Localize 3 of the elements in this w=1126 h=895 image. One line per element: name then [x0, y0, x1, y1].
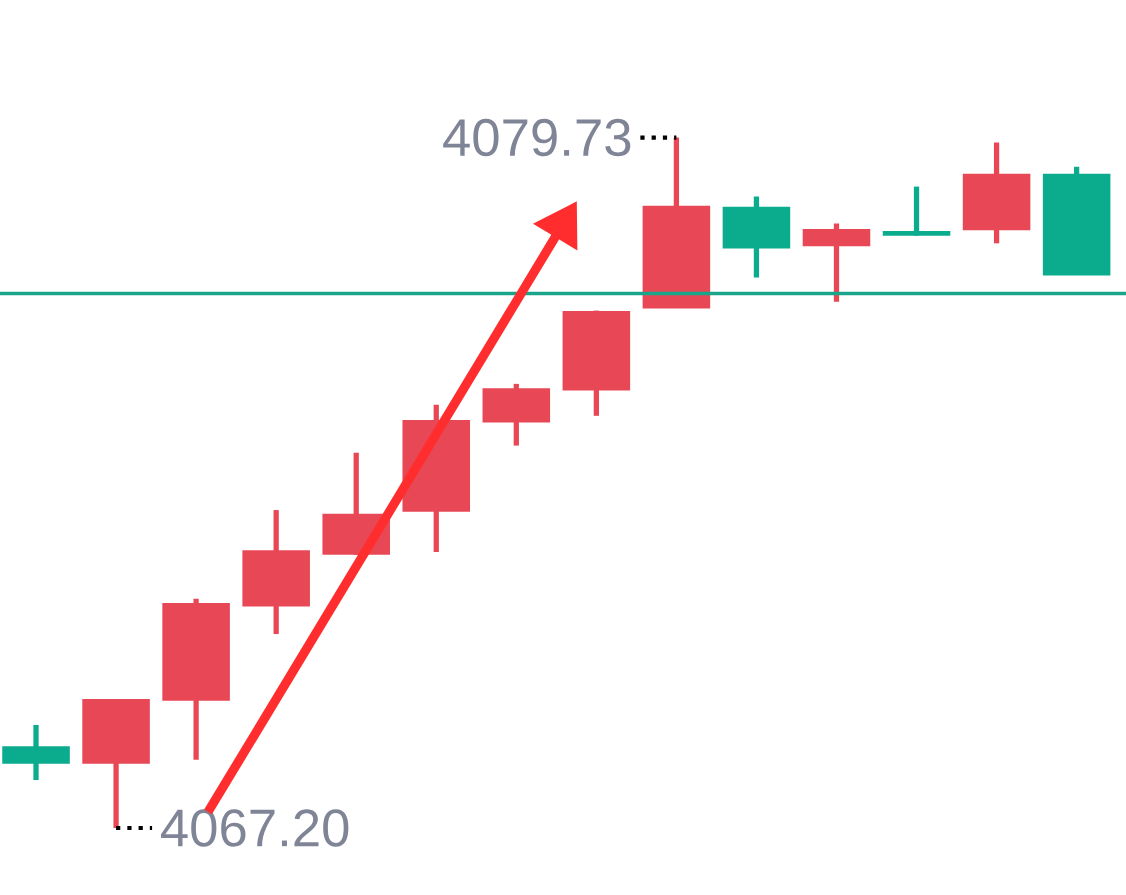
annotation: 4067.20: [161, 809, 349, 847]
annotation: 4079.73: [443, 118, 631, 157]
candlestick: [882, 186, 951, 236]
